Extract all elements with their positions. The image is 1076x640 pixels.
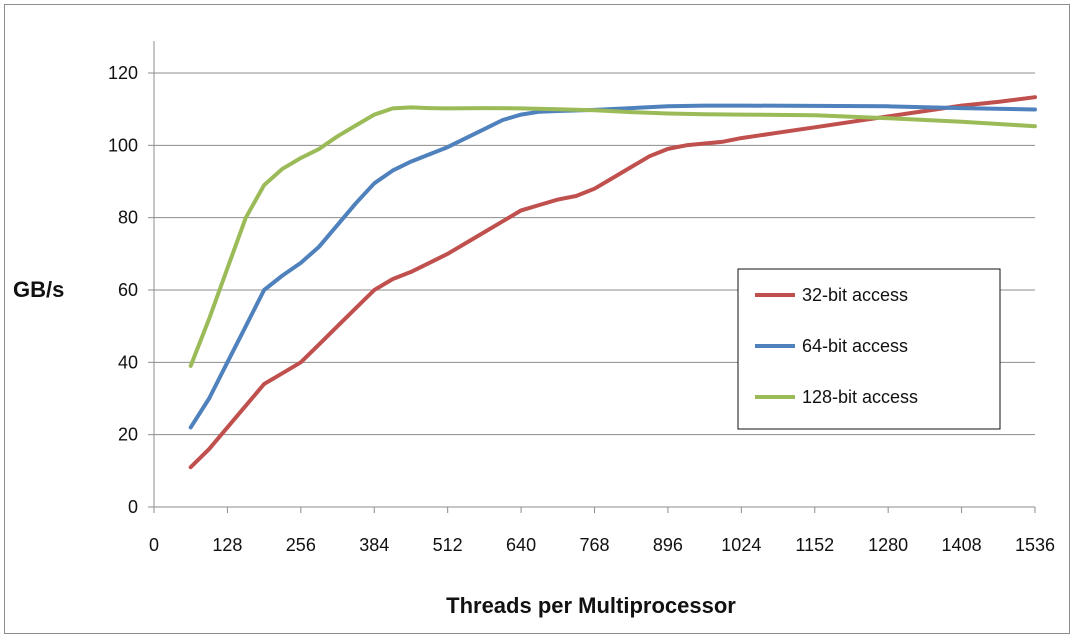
x-tick-label: 1536 <box>1015 535 1055 555</box>
y-tick-label: 120 <box>108 63 138 83</box>
legend: 32-bit access 64-bit access 128-bit access <box>737 268 1001 430</box>
x-tick-label: 1024 <box>721 535 761 555</box>
tick-labels: 0 20 40 60 80 100 120 0 128 256 384 512 640 768 896 102… <box>108 63 1055 555</box>
legend-label: 32-bit access <box>802 285 908 305</box>
x-tick-label: 256 <box>286 535 316 555</box>
chart-frame: 0 20 40 60 80 100 120 0 128 256 384 512 640 768 896 102… <box>4 4 1070 634</box>
x-tick-label: 384 <box>359 535 389 555</box>
y-tick-label: 40 <box>118 352 138 372</box>
x-tick-label: 640 <box>506 535 536 555</box>
axes <box>148 41 1036 513</box>
y-tick-label: 60 <box>118 280 138 300</box>
x-tick-label: 1408 <box>942 535 982 555</box>
series-line-2 <box>188 103 1037 430</box>
y-tick-label: 80 <box>118 208 138 228</box>
y-tick-label: 20 <box>118 425 138 445</box>
legend-label: 128-bit access <box>802 387 918 407</box>
x-tick-label: 896 <box>653 535 683 555</box>
x-tick-label: 0 <box>149 535 159 555</box>
x-axis-title: Threads per Multiprocessor <box>446 593 736 618</box>
line-chart: 0 20 40 60 80 100 120 0 128 256 384 512 640 768 896 102… <box>13 41 1055 618</box>
y-tick-label: 0 <box>128 497 138 517</box>
series-line-1 <box>188 95 1037 470</box>
x-tick-label: 512 <box>433 535 463 555</box>
x-tick-label: 1280 <box>868 535 908 555</box>
series-lines <box>188 95 1037 470</box>
x-tick-label: 768 <box>579 535 609 555</box>
x-tick-label: 128 <box>212 535 242 555</box>
series-line-3 <box>188 105 1037 368</box>
legend-label: 64-bit access <box>802 336 908 356</box>
y-axis-title: GB/s <box>13 277 64 302</box>
x-tick-label: 1152 <box>795 535 834 555</box>
y-tick-label: 100 <box>108 135 138 155</box>
